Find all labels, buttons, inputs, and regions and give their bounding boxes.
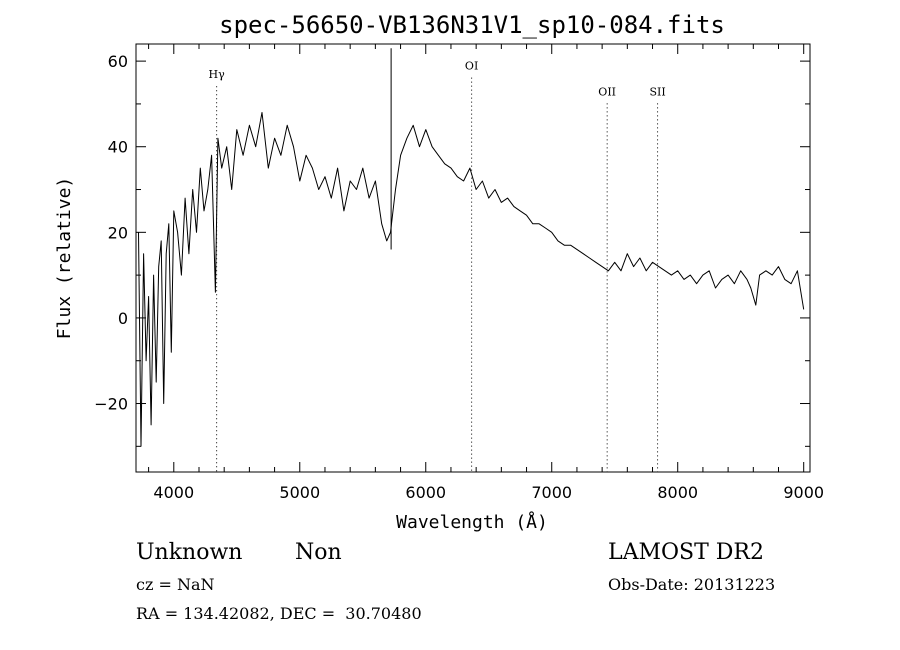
marker-label: SII bbox=[649, 85, 665, 98]
x-tick-label: 5000 bbox=[279, 483, 320, 502]
y-tick-label: 0 bbox=[118, 309, 128, 328]
chart-title: spec-56650-VB136N31V1_sp10-084.fits bbox=[219, 11, 725, 39]
class-label: Unknown bbox=[136, 540, 243, 565]
y-tick-label: −20 bbox=[94, 395, 128, 414]
x-tick-label: 6000 bbox=[405, 483, 446, 502]
obs-date: Obs-Date: 20131223 bbox=[608, 575, 776, 594]
x-tick-label: 8000 bbox=[657, 483, 698, 502]
plot-frame bbox=[135, 43, 811, 473]
y-axis-label: Flux (relative) bbox=[54, 177, 75, 340]
x-tick-label: 7000 bbox=[531, 483, 572, 502]
y-tick-label: 60 bbox=[108, 52, 128, 71]
x-tick-label: 4000 bbox=[153, 483, 194, 502]
survey-label: LAMOST DR2 bbox=[608, 540, 764, 565]
axis-ticks bbox=[136, 44, 810, 472]
y-tick-label: 20 bbox=[108, 223, 128, 242]
spectrum-series-line bbox=[138, 112, 805, 447]
cz-value: cz = NaN bbox=[136, 575, 215, 594]
x-tick-label: 9000 bbox=[783, 483, 824, 502]
tick-labels: 4000 5000 6000 7000 8000 9000 −20 0 20 40 60 bbox=[94, 52, 824, 502]
emission-line-markers: Hγ OI OII SII bbox=[209, 60, 666, 472]
x-axis-label: Wavelength (Å) bbox=[396, 511, 548, 533]
marker-label: Hγ bbox=[209, 68, 226, 81]
marker-label: OII bbox=[598, 85, 616, 98]
coordinates: RA = 134.42082, DEC = 30.70480 bbox=[136, 604, 422, 623]
y-tick-label: 40 bbox=[108, 138, 128, 157]
marker-label: OI bbox=[465, 60, 478, 73]
subclass-label: Non bbox=[295, 540, 342, 565]
